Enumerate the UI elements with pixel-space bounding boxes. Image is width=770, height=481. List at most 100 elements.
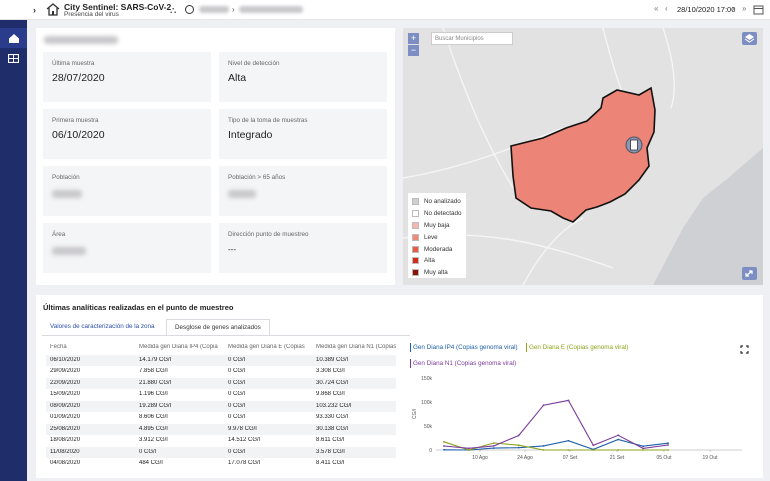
- last-date-button[interactable]: »: [742, 4, 747, 13]
- table-cell: 0 CG/l: [228, 356, 246, 363]
- table-cell: 14.179 CG/l: [139, 356, 172, 363]
- table-cell: 4.895 CG/l: [139, 425, 168, 432]
- fullscreen-icon: [745, 270, 753, 277]
- sidebar-item-table[interactable]: [0, 48, 27, 68]
- map-panel[interactable]: + − Buscar Municipios No analizado No det…: [403, 28, 763, 285]
- table-cell: 01/09/2020: [50, 414, 81, 420]
- info-card-sample-type: Tipo de la toma de muestras Integrado: [219, 109, 387, 159]
- data-point: [517, 444, 520, 447]
- legend-label: Alta: [424, 257, 435, 265]
- legend-label: Muy baja: [424, 221, 450, 229]
- table-cell: 22/09/2020: [50, 379, 81, 386]
- tab-zone-characterization[interactable]: Valores de caracterización de la zona: [50, 323, 155, 330]
- table-row: 15/09/2020 1.196 CG/l 0 CG/l 9.868 CG/l: [46, 389, 396, 401]
- legend-swatch: [412, 221, 419, 229]
- data-point: [617, 449, 620, 451]
- data-point: [467, 447, 470, 450]
- info-card-area: Área: [43, 223, 211, 273]
- legend-series-n1[interactable]: Gen Diana N1 (Copias genoma viral): [410, 359, 516, 368]
- tab-gene-breakdown[interactable]: Desglose de genes analizados: [166, 319, 270, 335]
- card-label: Población > 65 años: [228, 174, 286, 181]
- sidebar-item-home[interactable]: [0, 28, 27, 48]
- y-tick-label: 0: [429, 448, 432, 454]
- table-row: 04/08/2020 484 CG/l 17.078 CG/l 8.411 CG/l: [46, 458, 396, 470]
- card-label: Primera muestra: [52, 117, 99, 124]
- card-label: Población: [52, 174, 80, 181]
- table-row: 25/08/2020 4.895 CG/l 9.978 CG/l 30.138 CG/…: [46, 423, 396, 435]
- data-point: [492, 444, 495, 447]
- info-card-first-sample: Primera muestra 06/10/2020: [43, 109, 211, 159]
- column-header: Medida gen Diana E (Copias: [228, 344, 305, 350]
- hierarchy-icon[interactable]: ⛬: [170, 5, 177, 15]
- data-point: [492, 447, 495, 450]
- data-point: [667, 449, 669, 451]
- map-legend: No analizado No detectado Muy baja Leve Mode…: [408, 193, 466, 278]
- legend-swatch: [412, 257, 419, 265]
- municipality-region[interactable]: [510, 86, 656, 223]
- legend-swatch: [410, 359, 411, 368]
- legend-label: Gen Diana E (Copias genoma viral): [529, 344, 629, 352]
- legend-label: Leve: [424, 233, 438, 241]
- map-canvas[interactable]: [403, 28, 763, 285]
- table-cell: 10.389 CG/l: [316, 356, 349, 363]
- table-cell: 25/08/2020: [50, 425, 81, 432]
- tab-divider: [42, 335, 410, 336]
- card-label: Última muestra: [52, 60, 95, 67]
- table-cell: 3.578 CG/l: [316, 448, 345, 455]
- next-date-button[interactable]: ›: [732, 4, 735, 13]
- app-title: City Sentinel: SARS-CoV-2: [64, 2, 172, 12]
- x-tick-label: 24 Ago: [517, 455, 533, 461]
- data-point: [667, 442, 669, 445]
- card-value: ---: [228, 245, 236, 254]
- zoom-in-button[interactable]: +: [408, 33, 419, 44]
- breadcrumb-redacted[interactable]: [239, 6, 303, 13]
- table-row: 08/09/2020 19.289 CG/l 0 CG/l 103.232 CG/l: [46, 400, 396, 412]
- table-cell: 0 CG/l: [228, 402, 246, 409]
- card-label: Dirección punto de muestreo: [228, 231, 309, 238]
- x-tick-label: 10 Ago: [472, 455, 488, 461]
- table-cell: 30.724 CG/l: [316, 379, 349, 386]
- legend-series-e[interactable]: Gen Diana E (Copias genoma viral): [526, 343, 628, 352]
- first-date-button[interactable]: «: [654, 4, 659, 13]
- data-point: [642, 445, 645, 448]
- table-cell: 17.078 CG/l: [228, 460, 261, 466]
- card-value: 28/07/2020: [52, 72, 105, 84]
- gene-concentration-chart[interactable]: 0 50k 100k 150k CG/l 10 Ago 24 Ago 07 Set 21 Set…: [410, 372, 750, 472]
- table-row: 29/09/2020 7.858 CG/l 0 CG/l 3.308 CG/l: [46, 366, 396, 378]
- data-point: [492, 442, 495, 444]
- table-cell: 30.138 CG/l: [316, 425, 349, 432]
- table-cell: 11/08/2020: [50, 448, 80, 455]
- sampling-point-name-redacted: [44, 36, 118, 44]
- legend-item: Muy alta: [412, 267, 466, 279]
- layers-icon: [744, 34, 755, 43]
- expand-sidebar-chevron-icon[interactable]: ›: [33, 5, 36, 15]
- legend-series-ip4[interactable]: Gen Diana IP4 (Copias genoma viral): [410, 343, 518, 352]
- top-bar: › City Sentinel: SARS-CoV-2 Presencia de…: [0, 0, 770, 20]
- location-pin-icon[interactable]: [185, 5, 194, 14]
- x-tick-label: 05 Out: [656, 455, 672, 461]
- column-header: Fecha: [50, 344, 67, 350]
- data-point: [542, 404, 545, 407]
- data-point: [617, 434, 620, 437]
- data-point: [567, 399, 570, 402]
- sidebar: [0, 20, 27, 481]
- breadcrumb-redacted[interactable]: [199, 6, 229, 13]
- table-cell: 14.512 CG/l: [228, 437, 261, 443]
- expand-chart-icon[interactable]: [740, 345, 749, 354]
- layers-button[interactable]: [742, 32, 757, 45]
- app-subtitle: Presencia del virus: [64, 11, 119, 18]
- fullscreen-button[interactable]: [742, 267, 757, 280]
- card-label: Tipo de la toma de muestras: [228, 117, 308, 124]
- breadcrumb-separator-icon: ›: [232, 5, 235, 14]
- legend-item: Leve: [412, 231, 466, 243]
- municipality-search-input[interactable]: Buscar Municipios: [431, 32, 513, 45]
- zoom-out-button[interactable]: −: [408, 45, 419, 56]
- legend-swatch: [412, 198, 419, 206]
- prev-date-button[interactable]: ‹: [665, 4, 668, 13]
- card-value-redacted: [52, 247, 86, 255]
- calendar-icon[interactable]: [753, 4, 764, 15]
- table-cell: 21.880 CG/l: [139, 379, 172, 386]
- x-tick-label: 07 Set: [563, 455, 578, 461]
- table-cell: 1.196 CG/l: [139, 391, 168, 397]
- city-home-icon[interactable]: [46, 3, 60, 16]
